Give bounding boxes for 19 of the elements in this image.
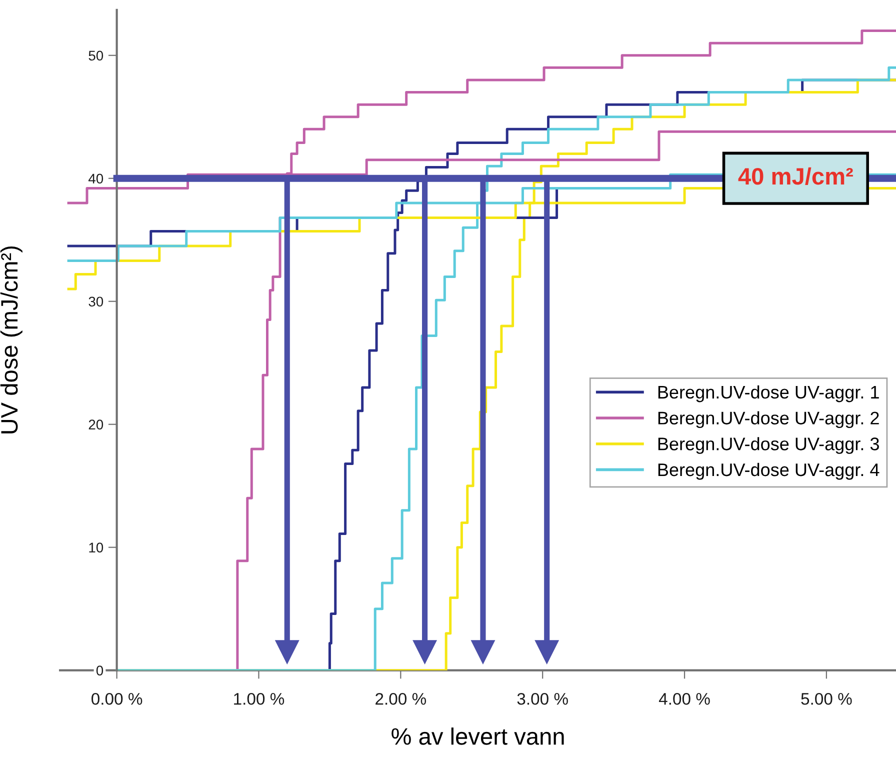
x-tick-label: 3.00 % xyxy=(517,692,568,705)
y-tick-label: 20 xyxy=(88,420,104,430)
x-tick-label: 1.00 % xyxy=(234,692,284,705)
legend-label: Beregn.UV-dose UV-aggr. 1 xyxy=(658,385,879,402)
x-tick-label: 2.00 % xyxy=(376,692,426,705)
y-tick-label: 40 xyxy=(88,174,104,184)
x-axis-title: % av levert vann xyxy=(392,728,564,745)
y-tick-label: 10 xyxy=(89,542,104,552)
y-tick-label: 30 xyxy=(88,296,104,307)
y-axis-title: UV dose (mJ/cm²) xyxy=(0,246,22,434)
y-tick-label: 0 xyxy=(96,666,104,676)
ref-line-label: 40 mJ/cm² xyxy=(738,167,853,185)
x-tick-label: 0.00 % xyxy=(92,692,142,705)
legend-label: Beregn.UV-dose UV-aggr. 2 xyxy=(658,411,879,428)
y-tick-label: 50 xyxy=(88,50,104,61)
legend-label: Beregn.UV-dose UV-aggr. 3 xyxy=(658,437,879,454)
x-tick-label: 4.00 % xyxy=(658,692,710,705)
x-tick-label: 5.00 % xyxy=(801,692,852,705)
legend-label: Beregn.UV-dose UV-aggr. 4 xyxy=(658,462,880,480)
